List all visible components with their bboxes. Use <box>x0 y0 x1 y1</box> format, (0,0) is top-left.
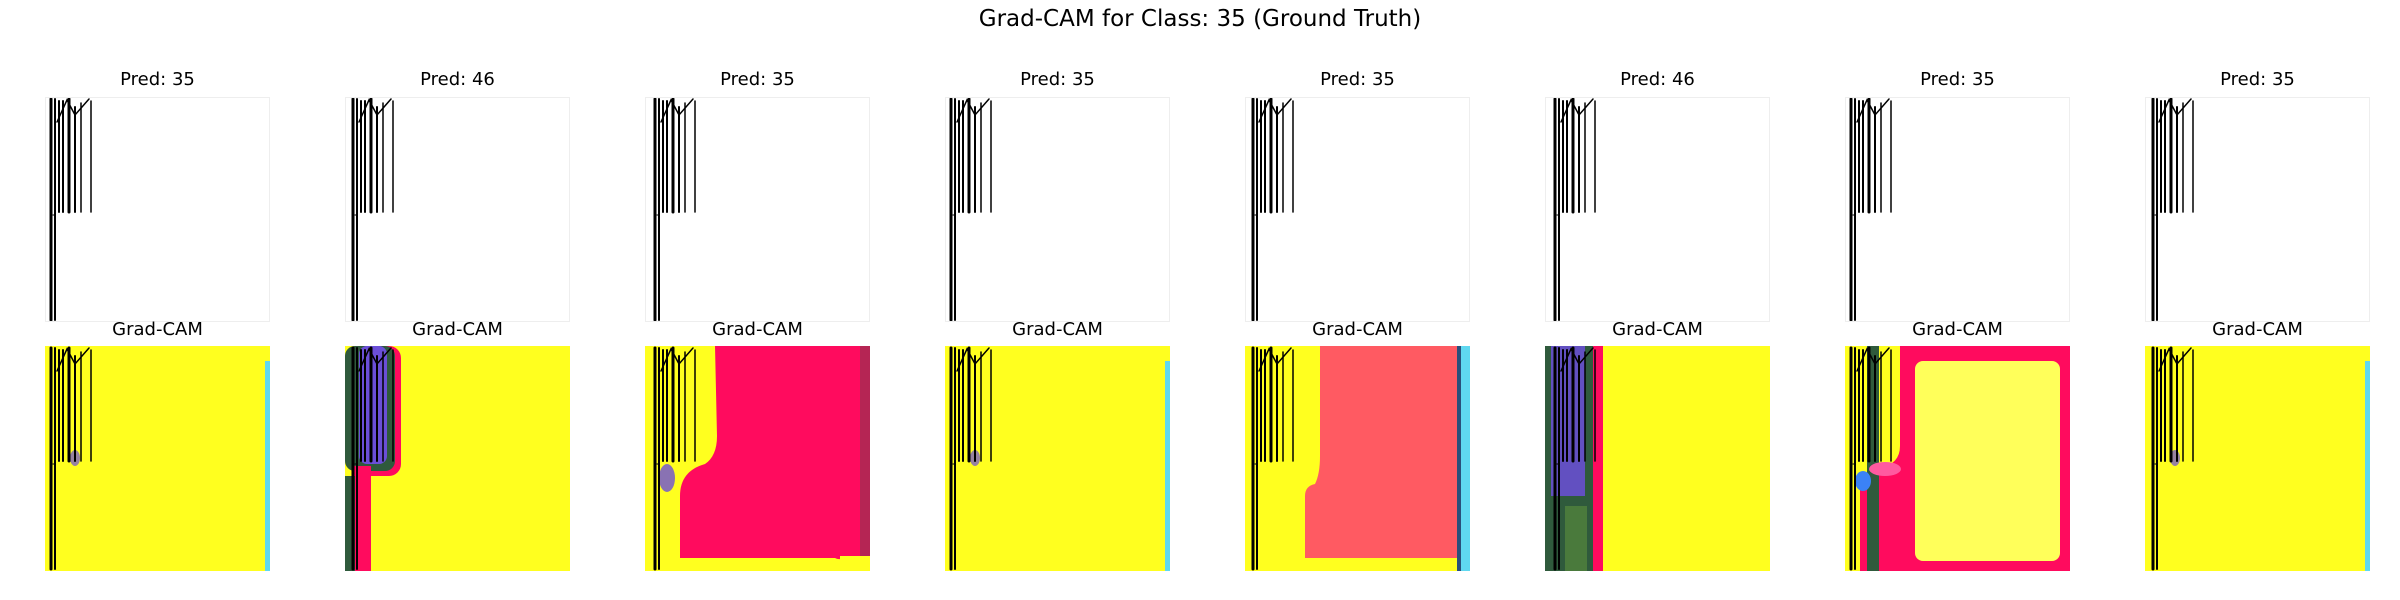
gradcam-label: Grad-CAM <box>1612 319 1703 340</box>
gradcam-label: Grad-CAM <box>2212 319 2303 340</box>
input-sketch-image <box>645 97 870 322</box>
gradcam-heatmap-image <box>1245 346 1470 571</box>
input-sketch-image <box>1245 97 1470 322</box>
gradcam-heatmap-image <box>45 346 270 571</box>
gradcam-heatmap-image <box>1845 346 2070 571</box>
input-sketch-image <box>45 97 270 322</box>
input-sketch-image <box>945 97 1170 322</box>
figure-title: Grad-CAM for Class: 35 (Ground Truth) <box>978 6 1422 32</box>
pred-label: Pred: 35 <box>2220 69 2295 90</box>
gradcam-label: Grad-CAM <box>712 319 803 340</box>
pred-label: Pred: 46 <box>1620 69 1695 90</box>
gradcam-label: Grad-CAM <box>1912 319 2003 340</box>
pred-label: Pred: 35 <box>1320 69 1395 90</box>
gradcam-heatmap-image <box>1545 346 1770 571</box>
input-sketch-image <box>345 97 570 322</box>
gradcam-label: Grad-CAM <box>1012 319 1103 340</box>
gradcam-label: Grad-CAM <box>1312 319 1403 340</box>
gradcam-heatmap-image <box>345 346 570 571</box>
gradcam-heatmap-image <box>2145 346 2370 571</box>
pred-label: Pred: 35 <box>1920 69 1995 90</box>
pred-label: Pred: 35 <box>1020 69 1095 90</box>
gradcam-heatmap-image <box>645 346 870 571</box>
pred-label: Pred: 35 <box>720 69 795 90</box>
gradcam-label: Grad-CAM <box>412 319 503 340</box>
input-sketch-image <box>2145 97 2370 322</box>
pred-label: Pred: 35 <box>120 69 195 90</box>
input-sketch-image <box>1845 97 2070 322</box>
pred-label: Pred: 46 <box>420 69 495 90</box>
input-sketch-image <box>1545 97 1770 322</box>
gradcam-heatmap-image <box>945 346 1170 571</box>
gradcam-label: Grad-CAM <box>112 319 203 340</box>
